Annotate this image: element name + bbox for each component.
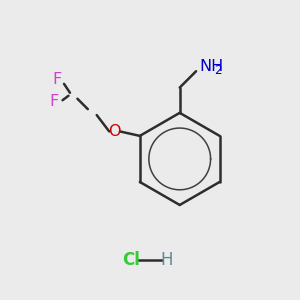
Text: F: F xyxy=(49,94,58,109)
Text: O: O xyxy=(108,124,121,139)
Text: F: F xyxy=(52,72,61,87)
Text: Cl: Cl xyxy=(122,251,140,269)
Text: NH: NH xyxy=(199,59,223,74)
Text: H: H xyxy=(160,251,172,269)
Text: 2: 2 xyxy=(214,64,222,77)
